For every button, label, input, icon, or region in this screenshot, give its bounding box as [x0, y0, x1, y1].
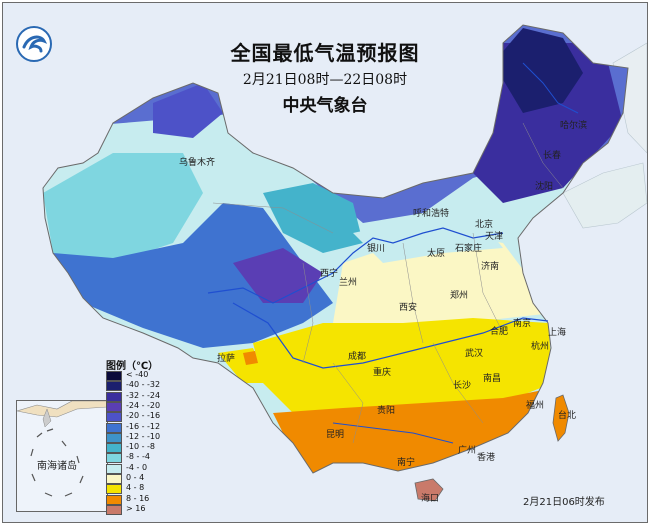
time-range: 2月21日08时—22日08时: [242, 72, 408, 88]
legend-label: -32 - -24: [126, 390, 161, 400]
city-label: 沈阳: [535, 182, 554, 192]
city-label: 太原: [427, 249, 446, 259]
city-label: 香港: [477, 453, 496, 463]
south-china-sea-inset: 南海诸岛: [16, 400, 108, 512]
legend-row: -24 - -20: [106, 400, 186, 412]
legend-swatch: [106, 381, 122, 392]
legend-row: -8 - -4: [106, 452, 186, 464]
legend-label: 0 - 4: [126, 473, 145, 482]
cma-logo-icon: [16, 26, 52, 62]
legend-row: -16 - -12: [106, 421, 186, 433]
city-label: 台北: [558, 411, 577, 421]
city-label: 广州: [458, 446, 477, 456]
legend-swatch: [106, 453, 122, 464]
city-label: 石家庄: [455, 244, 483, 254]
legend-label: -24 - -20: [126, 400, 161, 410]
city-label: 北京: [475, 220, 494, 230]
city-label: 上海: [548, 328, 567, 338]
china-border: [42, 24, 629, 474]
city-label: 郑州: [450, 291, 469, 301]
yangtze-river: [232, 302, 549, 369]
legend-row: 0 - 4: [106, 473, 186, 484]
legend-swatch: [106, 412, 122, 423]
city-label: 福州: [526, 401, 545, 411]
city-label: 南宁: [397, 458, 416, 468]
legend-row: -40 - -32: [106, 380, 186, 392]
inset-map: [16, 400, 108, 497]
legend-label: 8 - 16: [126, 493, 150, 503]
legend-label: -12 - -10: [126, 431, 161, 441]
legend-row: 8 - 16: [106, 493, 186, 505]
legend-label: -20 - -16: [126, 411, 161, 421]
legend-label: -4 - 0: [126, 462, 148, 472]
legend-swatch: [106, 484, 122, 495]
legend-row: < -40: [106, 370, 186, 381]
province-borders: [212, 122, 564, 444]
city-label: 昆明: [326, 430, 345, 440]
city-label: 南昌: [483, 374, 502, 384]
city-label: 杭州: [531, 342, 550, 352]
legend-row: -12 - -10: [106, 431, 186, 443]
legend-swatch: [106, 371, 122, 381]
legend-swatch: [106, 474, 122, 484]
city-label: 海口: [421, 494, 440, 504]
city-label: 银川: [367, 244, 386, 254]
legend-row: 4 - 8: [106, 483, 186, 495]
city-label: 武汉: [465, 349, 484, 359]
legend-label: -16 - -12: [126, 421, 161, 431]
legend-row: -10 - -8: [106, 442, 186, 454]
legend-swatch: [106, 504, 122, 515]
legend-label: -8 - -4: [126, 452, 150, 462]
taiwan-island: [552, 394, 570, 442]
hainan-island: [414, 478, 444, 502]
legend-label: 4 - 8: [126, 483, 145, 493]
legend-swatch: [106, 432, 122, 443]
agency-name: 中央气象台: [282, 96, 368, 116]
yellow-river: [207, 227, 504, 304]
city-label: 呼和浩特: [413, 209, 450, 219]
legend-label: < -40: [126, 370, 149, 379]
city-label: 长春: [543, 151, 562, 161]
city-label: 兰州: [339, 278, 358, 288]
map-title: 全国最低气温预报图: [230, 41, 420, 65]
temperature-map: [42, 24, 647, 502]
korea-peninsula: [562, 162, 647, 229]
city-label: 哈尔滨: [560, 121, 588, 131]
songhua-river: [522, 62, 579, 114]
city-label: 济南: [481, 262, 500, 272]
inset-label: 南海诸岛: [37, 461, 77, 472]
city-label: 西安: [399, 303, 418, 313]
city-label: 重庆: [373, 368, 392, 378]
pearl-river: [332, 422, 454, 444]
legend-row: > 16: [106, 503, 186, 515]
city-label: 拉萨: [217, 354, 236, 364]
city-label: 合肥: [490, 327, 509, 337]
release-time: 2月21日06时发布: [523, 497, 605, 508]
legend-label: > 16: [126, 503, 146, 513]
legend-label: -10 - -8: [126, 442, 156, 452]
legend-row: -32 - -24: [106, 390, 186, 402]
legend-swatch: [106, 463, 122, 474]
legend-swatch: [106, 391, 122, 402]
legend-row: -4 - 0: [106, 462, 186, 474]
city-label: 成都: [348, 352, 367, 362]
legend-title: 图例（℃）: [106, 361, 159, 372]
legend-swatch: [106, 422, 122, 433]
legend-label: -40 - -32: [126, 380, 161, 390]
city-label: 长沙: [453, 381, 472, 391]
city-label: 南京: [513, 319, 532, 329]
city-label: 乌鲁木齐: [179, 158, 216, 168]
city-label: 西宁: [320, 269, 339, 279]
legend-swatch: [106, 494, 122, 505]
city-label: 贵阳: [377, 406, 396, 416]
legend-row: -20 - -16: [106, 411, 186, 423]
legend-swatch: [106, 401, 122, 412]
legend-swatch: [106, 443, 122, 454]
city-label: 天津: [485, 232, 504, 242]
